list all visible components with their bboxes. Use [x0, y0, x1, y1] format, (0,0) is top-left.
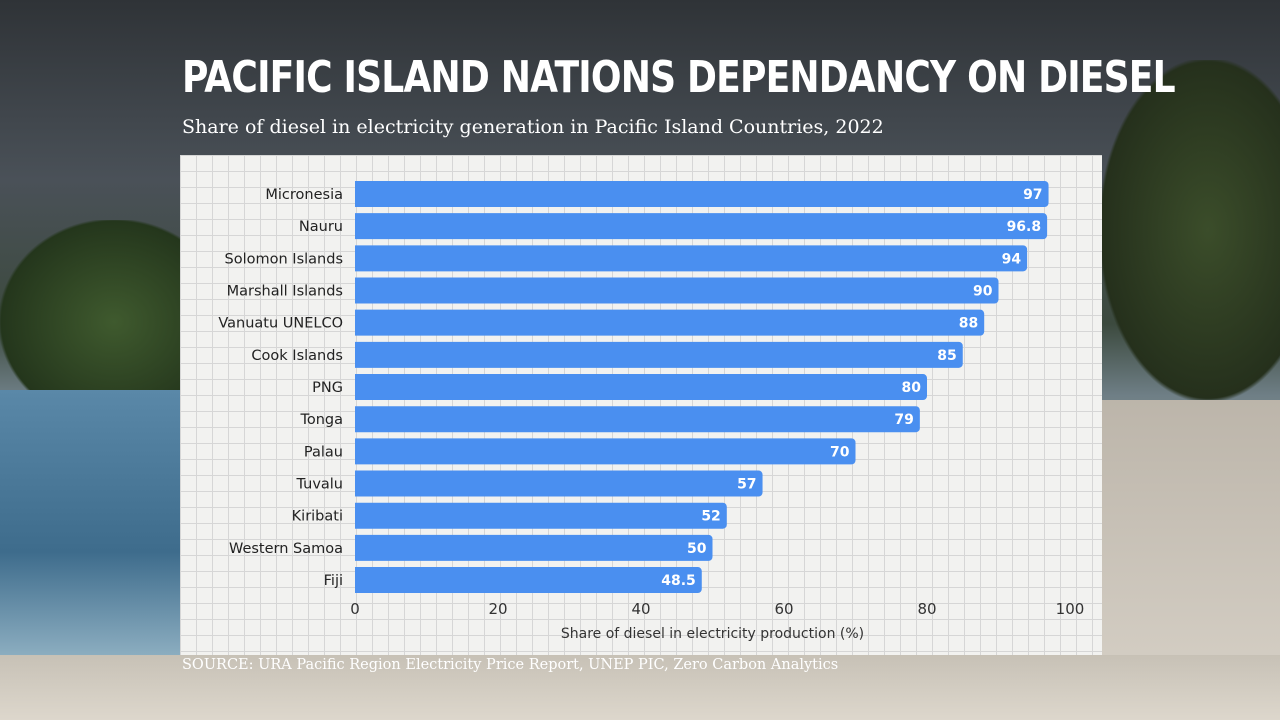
category-label: Tuvalu — [295, 477, 343, 493]
x-tick-label: 40 — [631, 600, 650, 618]
data-label: 96.8 — [1007, 219, 1042, 235]
data-label: 94 — [1002, 251, 1022, 267]
data-label: 48.5 — [661, 573, 696, 589]
bar — [355, 534, 713, 561]
category-label: Micronesia — [265, 187, 343, 203]
category-label: Marshall Islands — [227, 284, 343, 300]
source-note: SOURCE: URA Pacific Region Electricity P… — [182, 657, 839, 673]
data-label: 70 — [830, 444, 850, 460]
data-label: 88 — [959, 316, 978, 332]
data-label: 90 — [973, 284, 993, 300]
bar — [355, 374, 927, 401]
category-label: Nauru — [299, 219, 343, 235]
x-tick-label: 20 — [488, 600, 507, 618]
bar — [355, 277, 999, 304]
background-sea — [0, 390, 200, 660]
category-label: Fiji — [324, 573, 343, 589]
x-tick-label: 0 — [350, 600, 360, 618]
chart-panel: Micronesia 97 Nauru 96.8 Solomon Islands 94 Ma… — [180, 155, 1102, 655]
x-tick-label: 80 — [917, 600, 936, 618]
data-label: 85 — [937, 348, 956, 364]
bar — [355, 213, 1048, 240]
data-label: 79 — [894, 412, 913, 428]
x-tick-label: 100 — [1056, 600, 1085, 618]
category-label: Western Samoa — [229, 541, 343, 557]
bar — [355, 470, 763, 497]
data-label: 97 — [1023, 187, 1042, 203]
bar — [355, 502, 727, 529]
bar-chart: Micronesia 97 Nauru 96.8 Solomon Islands 94 Ma… — [218, 181, 1085, 642]
category-label: Palau — [304, 444, 343, 460]
bar — [355, 245, 1028, 272]
category-label: Solomon Islands — [225, 251, 343, 267]
category-label: PNG — [312, 380, 343, 396]
category-label: Vanuatu UNELCO — [218, 316, 343, 332]
background-trees-left — [0, 220, 190, 390]
bar — [355, 438, 856, 465]
data-label: 52 — [701, 509, 720, 525]
x-tick-label: 60 — [774, 600, 793, 618]
chart-title: PACIFIC ISLAND NATIONS DEPENDANCY ON DIE… — [182, 52, 1176, 103]
background-trees-right — [1100, 60, 1280, 400]
bar — [355, 181, 1049, 207]
x-axis-title: Share of diesel in electricity productio… — [561, 626, 864, 642]
chart-subtitle: Share of diesel in electricity generatio… — [182, 116, 884, 138]
category-label: Kiribati — [292, 509, 343, 525]
bar — [355, 567, 702, 594]
data-label: 80 — [902, 380, 922, 396]
bar — [355, 341, 963, 368]
category-label: Tonga — [299, 412, 343, 428]
bar — [355, 309, 985, 336]
data-label: 50 — [687, 541, 707, 557]
bar — [355, 406, 920, 433]
background-beach-bottom — [0, 655, 1280, 720]
category-label: Cook Islands — [251, 348, 343, 364]
data-label: 57 — [737, 477, 756, 493]
